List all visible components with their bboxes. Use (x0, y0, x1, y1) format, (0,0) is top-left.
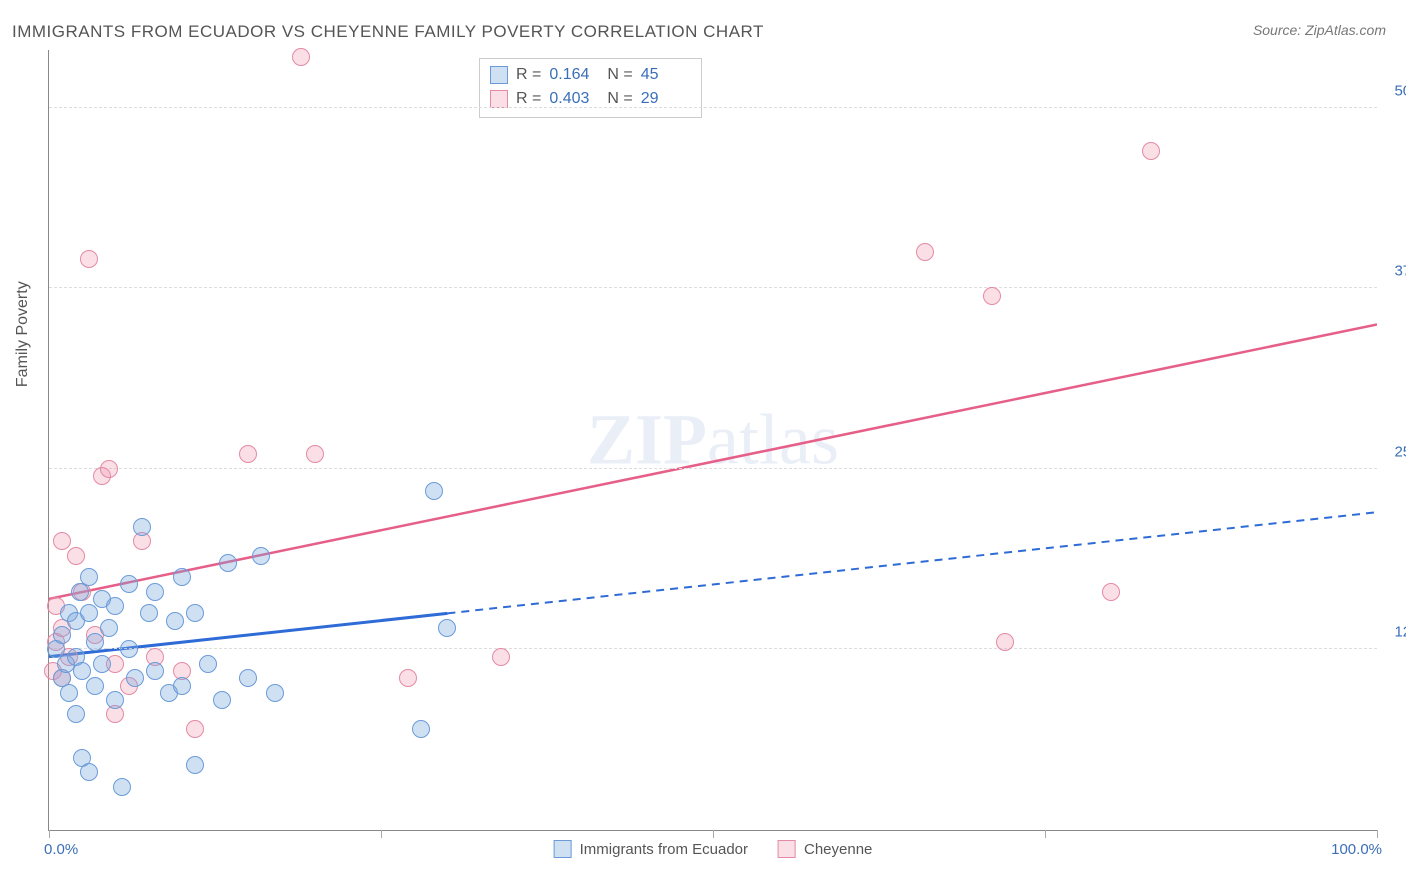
x-axis-min-label: 0.0% (44, 841, 78, 858)
scatter-point-a (100, 619, 118, 637)
legend-label-b: Cheyenne (804, 841, 872, 858)
scatter-point-a (106, 597, 124, 615)
scatter-point-b (492, 648, 510, 666)
swatch-series-a (490, 66, 508, 84)
scatter-point-a (86, 677, 104, 695)
x-tick (49, 830, 50, 838)
scatter-point-a (425, 482, 443, 500)
scatter-point-b (53, 532, 71, 550)
scatter-point-a (106, 691, 124, 709)
n-label: N = (607, 63, 632, 87)
scatter-point-a (219, 554, 237, 572)
scatter-point-a (80, 763, 98, 781)
plot-area: ZIPatlas R = 0.164 N = 45 R = 0.403 N = … (48, 50, 1377, 831)
n-value-a: 45 (641, 63, 691, 87)
scatter-point-a (213, 691, 231, 709)
y-tick-label: 50.0% (1394, 82, 1406, 99)
watermark: ZIPatlas (587, 399, 839, 482)
scatter-point-b (916, 243, 934, 261)
legend-label-a: Immigrants from Ecuador (580, 841, 748, 858)
scatter-point-a (53, 626, 71, 644)
scatter-point-b (996, 633, 1014, 651)
scatter-point-a (113, 778, 131, 796)
legend-swatch-b (778, 840, 796, 858)
scatter-point-a (133, 518, 151, 536)
r-label: R = (516, 63, 541, 87)
scatter-point-b (239, 445, 257, 463)
scatter-point-a (173, 568, 191, 586)
scatter-point-a (186, 604, 204, 622)
scatter-point-a (126, 669, 144, 687)
scatter-point-a (80, 568, 98, 586)
scatter-point-a (120, 575, 138, 593)
y-gridline (49, 287, 1377, 288)
x-tick (713, 830, 714, 838)
y-gridline (49, 648, 1377, 649)
scatter-point-a (86, 633, 104, 651)
swatch-series-b (490, 90, 508, 108)
y-axis-title: Family Poverty (14, 281, 32, 387)
scatter-point-a (140, 604, 158, 622)
scatter-point-a (252, 547, 270, 565)
x-tick (1045, 830, 1046, 838)
scatter-point-b (983, 287, 1001, 305)
scatter-point-b (1142, 142, 1160, 160)
x-tick (381, 830, 382, 838)
scatter-point-a (412, 720, 430, 738)
scatter-point-b (100, 460, 118, 478)
y-gridline (49, 468, 1377, 469)
correlation-legend: R = 0.164 N = 45 R = 0.403 N = 29 (479, 58, 702, 118)
scatter-point-a (120, 640, 138, 658)
scatter-point-a (80, 604, 98, 622)
scatter-point-b (1102, 583, 1120, 601)
legend-item-a: Immigrants from Ecuador (554, 840, 748, 858)
scatter-point-a (93, 655, 111, 673)
scatter-point-a (67, 705, 85, 723)
correlation-row-a: R = 0.164 N = 45 (490, 63, 691, 87)
series-legend: Immigrants from Ecuador Cheyenne (554, 840, 873, 858)
trendlines-svg (49, 50, 1377, 830)
scatter-point-a (199, 655, 217, 673)
legend-swatch-a (554, 840, 572, 858)
trendline (447, 512, 1377, 613)
scatter-point-a (146, 583, 164, 601)
scatter-point-a (186, 756, 204, 774)
scatter-point-a (166, 612, 184, 630)
scatter-point-a (438, 619, 456, 637)
source-attribution: Source: ZipAtlas.com (1253, 22, 1386, 38)
scatter-point-a (239, 669, 257, 687)
legend-item-b: Cheyenne (778, 840, 872, 858)
scatter-point-a (146, 662, 164, 680)
y-tick-label: 12.5% (1394, 624, 1406, 641)
y-tick-label: 25.0% (1394, 443, 1406, 460)
x-axis-max-label: 100.0% (1331, 841, 1382, 858)
scatter-point-a (73, 662, 91, 680)
scatter-point-b (80, 250, 98, 268)
scatter-point-b (292, 48, 310, 66)
y-tick-label: 37.5% (1394, 263, 1406, 280)
scatter-point-b (399, 669, 417, 687)
scatter-point-b (186, 720, 204, 738)
scatter-point-b (67, 547, 85, 565)
scatter-point-a (266, 684, 284, 702)
scatter-point-a (173, 677, 191, 695)
chart-title: IMMIGRANTS FROM ECUADOR VS CHEYENNE FAMI… (12, 22, 764, 42)
r-value-a: 0.164 (549, 63, 599, 87)
scatter-point-b (306, 445, 324, 463)
y-gridline (49, 107, 1377, 108)
x-tick (1377, 830, 1378, 838)
scatter-point-a (60, 684, 78, 702)
